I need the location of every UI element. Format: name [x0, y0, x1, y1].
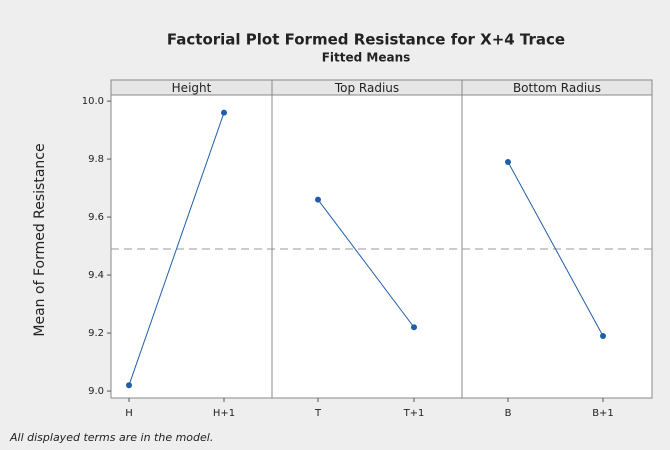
- panel: [110, 94, 273, 399]
- y-tick-label: 9.4: [88, 270, 104, 281]
- data-point: [315, 196, 321, 203]
- x-tick-label: B: [505, 408, 512, 419]
- x-tick-label: B+1: [592, 408, 614, 419]
- x-tick-label: T: [314, 408, 322, 419]
- chart-subtitle: Fitted Means: [322, 51, 411, 65]
- data-point: [221, 109, 227, 116]
- y-tick-label: 9.2: [88, 328, 104, 339]
- panel-title: Bottom Radius: [513, 81, 601, 95]
- series-line: [507, 161, 604, 337]
- series-line: [128, 112, 225, 386]
- y-tick-label: 9.0: [88, 386, 104, 397]
- panel-title: Height: [172, 81, 212, 95]
- panel-title: Top Radius: [334, 81, 399, 95]
- data-point: [600, 332, 606, 339]
- y-tick-label: 9.6: [88, 212, 104, 223]
- y-tick-label: 9.8: [88, 154, 104, 165]
- series-line: [317, 199, 415, 328]
- x-tick-label: H: [125, 408, 133, 419]
- chart-title: Factorial Plot Formed Resistance for X+4…: [167, 31, 565, 49]
- footnote: All displayed terms are in the model.: [9, 431, 213, 444]
- y-axis-label: Mean of Formed Resistance: [32, 143, 48, 336]
- data-point: [505, 158, 511, 165]
- y-tick-label: 10.0: [82, 96, 104, 107]
- x-tick-label: T+1: [403, 408, 425, 419]
- data-point: [126, 382, 132, 389]
- panel: [271, 94, 463, 399]
- panel-header: [461, 79, 653, 96]
- data-point: [411, 324, 417, 331]
- panel: [461, 94, 653, 399]
- x-tick-label: H+1: [213, 408, 235, 419]
